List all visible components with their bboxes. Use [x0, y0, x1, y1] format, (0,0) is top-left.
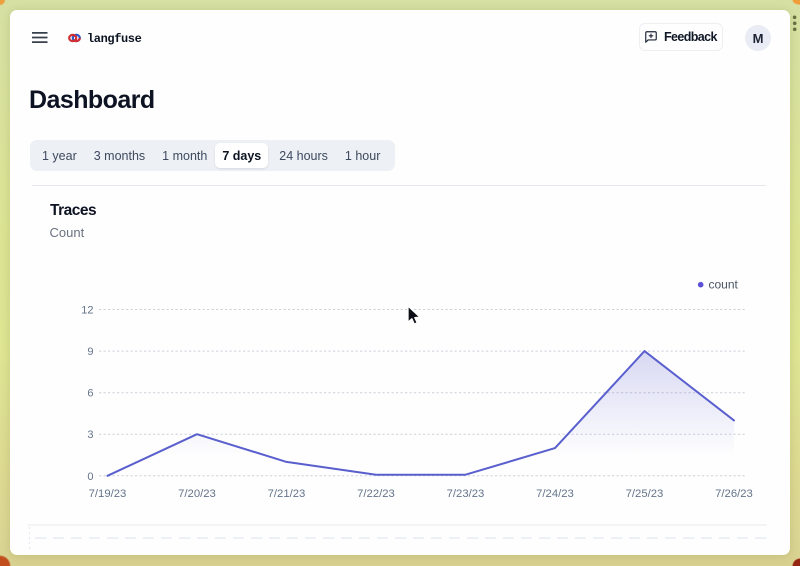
svg-text:7/24/23: 7/24/23 — [536, 488, 574, 500]
svg-text:7/21/23: 7/21/23 — [268, 488, 306, 500]
svg-text:7/26/23: 7/26/23 — [715, 488, 753, 500]
svg-text:7/20/23: 7/20/23 — [178, 488, 216, 500]
svg-text:7/22/23: 7/22/23 — [357, 488, 395, 500]
svg-text:count: count — [709, 278, 739, 292]
svg-text:7/23/23: 7/23/23 — [447, 488, 485, 500]
svg-text:0: 0 — [87, 471, 93, 483]
svg-text:12: 12 — [81, 305, 93, 317]
svg-text:3: 3 — [87, 429, 93, 441]
svg-text:7/25/23: 7/25/23 — [626, 488, 664, 500]
svg-text:7/19/23: 7/19/23 — [89, 488, 127, 500]
svg-text:6: 6 — [87, 388, 93, 400]
svg-text:9: 9 — [87, 346, 93, 358]
